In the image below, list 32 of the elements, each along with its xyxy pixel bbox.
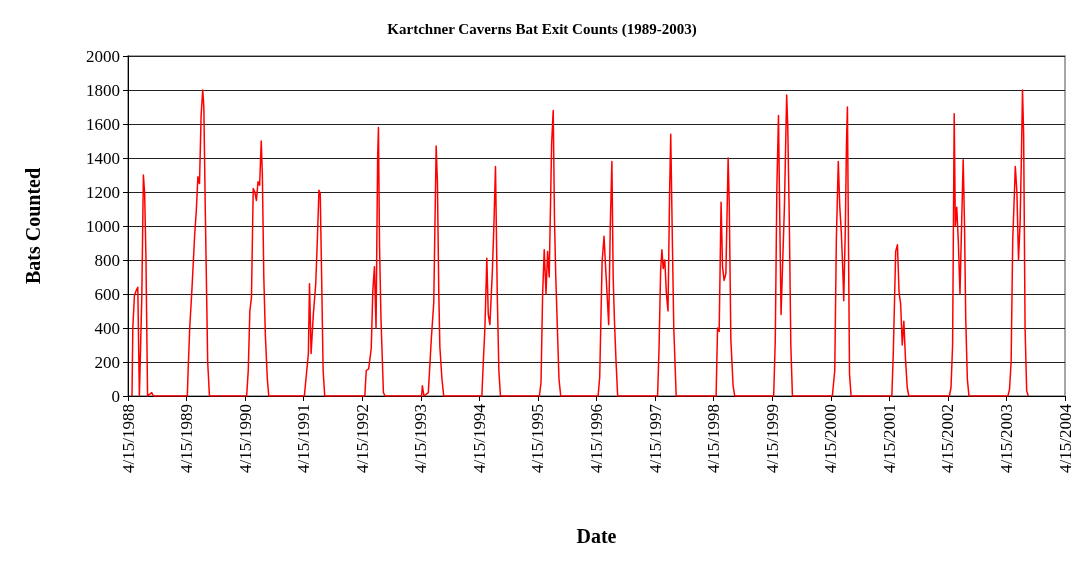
x-tick-label: 4/15/1997 [645, 403, 665, 473]
x-tick-label: 4/15/1989 [177, 404, 197, 473]
y-tick-label: 800 [94, 250, 120, 270]
x-tick-label: 4/15/1991 [294, 404, 314, 473]
x-tick-label: 4/15/1992 [352, 404, 372, 473]
x-tick-label: 4/15/1999 [762, 404, 782, 473]
line-series [131, 89, 1030, 397]
x-tick-label: 4/15/1996 [587, 404, 606, 473]
y-tick-label: 1800 [86, 80, 120, 100]
x-tick-label: 4/15/1988 [118, 404, 138, 473]
x-tick-label: 4/15/1994 [469, 403, 489, 473]
y-tick-label: 400 [94, 318, 120, 338]
x-tick-label: 4/15/1995 [528, 404, 548, 473]
y-tick-label: 1000 [86, 216, 120, 236]
y-tick-label: 1200 [86, 182, 120, 202]
y-tick-label: 2000 [86, 46, 120, 66]
chart-title: Kartchner Caverns Bat Exit Counts (1989-2003) [387, 20, 697, 38]
x-tick-label: 4/15/2004 [1055, 403, 1075, 473]
y-tick-label: 600 [94, 284, 120, 304]
y-tick-label: 1400 [86, 148, 120, 168]
y-axis-title: Bats Counted [22, 167, 44, 285]
x-tick-label: 4/15/2000 [821, 404, 841, 473]
x-tick-label: 4/15/2002 [938, 404, 958, 473]
y-tick-label: 1600 [86, 114, 120, 134]
x-tick-label: 4/15/1990 [235, 404, 255, 473]
y-tick-label: 200 [94, 352, 120, 372]
x-tick-label: 4/15/1998 [704, 404, 724, 473]
x-tick-label: 4/15/2003 [996, 404, 1016, 473]
x-axis-title: Date [576, 525, 617, 547]
y-tick-label: 0 [111, 386, 120, 406]
x-tick-label: 4/15/1993 [411, 404, 431, 473]
x-tick-label: 4/15/2001 [879, 404, 899, 473]
